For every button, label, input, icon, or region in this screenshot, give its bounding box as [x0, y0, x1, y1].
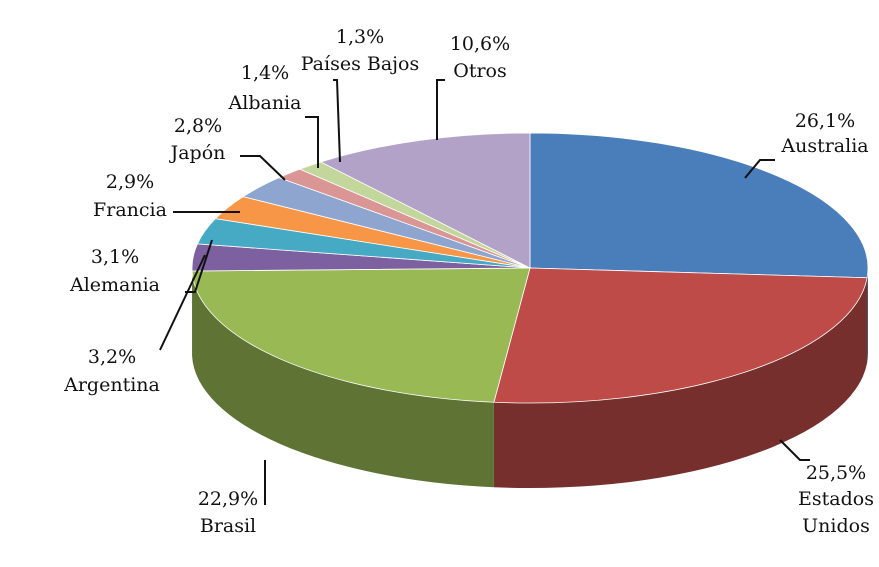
leader-line	[744, 159, 775, 179]
data-label: 1,4%	[241, 62, 289, 84]
category-label: Francia	[93, 199, 167, 221]
leader-line	[159, 254, 206, 351]
slice	[529, 132, 869, 279]
category-label: Australia	[780, 135, 868, 157]
data-label: 2,8%	[174, 115, 222, 137]
slice	[191, 267, 531, 403]
data-label: 3,1%	[91, 246, 139, 268]
slice-side	[867, 268, 868, 363]
leader-line	[305, 116, 319, 168]
data-label: 25,5%	[806, 462, 866, 484]
category-label: Otros	[453, 60, 506, 82]
category-label: Albania	[228, 92, 302, 114]
data-label: 1,3%	[336, 26, 384, 48]
category-label: Argentina	[63, 374, 160, 396]
slice	[319, 132, 531, 269]
category-label: Brasil	[200, 515, 256, 537]
slice-side	[192, 270, 494, 488]
category-label: Alemania	[69, 274, 160, 296]
data-label: 3,2%	[88, 346, 136, 368]
slice	[493, 267, 868, 404]
category-label: Estados Unidos	[798, 488, 874, 537]
leader-line	[333, 79, 341, 163]
data-label: 26,1%	[795, 110, 855, 132]
leader-line	[240, 155, 286, 181]
data-label: 2,9%	[106, 171, 154, 193]
leader-line	[436, 79, 445, 140]
data-label: 22,9%	[198, 488, 258, 510]
category-label: Japón	[169, 142, 226, 164]
slice-side	[493, 277, 868, 488]
leader-line	[185, 239, 213, 293]
leader-line	[779, 439, 810, 461]
data-label: 10,6%	[450, 33, 510, 55]
category-label: Países Bajos	[301, 53, 420, 75]
